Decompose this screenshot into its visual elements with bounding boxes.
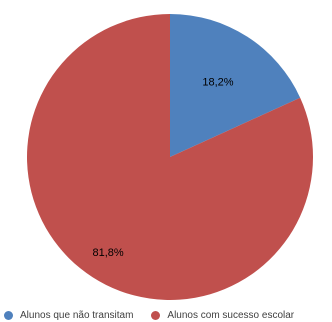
legend-marker-nao-transitam xyxy=(4,311,13,320)
data-label-alunos-que-nao-transitam: 18,2% xyxy=(202,76,233,88)
legend-label-sucesso-escolar: Alunos com sucesso escolar xyxy=(167,310,295,321)
data-labels-group: 18,2% 81,8% xyxy=(92,76,233,259)
slices-group xyxy=(27,14,314,301)
legend-item-sucesso-escolar: Alunos com sucesso escolar xyxy=(151,310,294,321)
pie-slice-alunos-que-nao-transitam xyxy=(170,14,301,157)
legend: Alunos que não transitam Alunos com suce… xyxy=(4,309,294,322)
data-label-alunos-com-sucesso-escolar: 81,8% xyxy=(92,247,123,259)
legend-label-nao-transitam: Alunos que não transitam xyxy=(20,310,134,321)
legend-item-nao-transitam: Alunos que não transitam xyxy=(4,310,133,321)
legend-marker-sucesso-escolar xyxy=(151,311,161,320)
pie-slice-alunos-com-sucesso-escolar xyxy=(27,14,314,301)
